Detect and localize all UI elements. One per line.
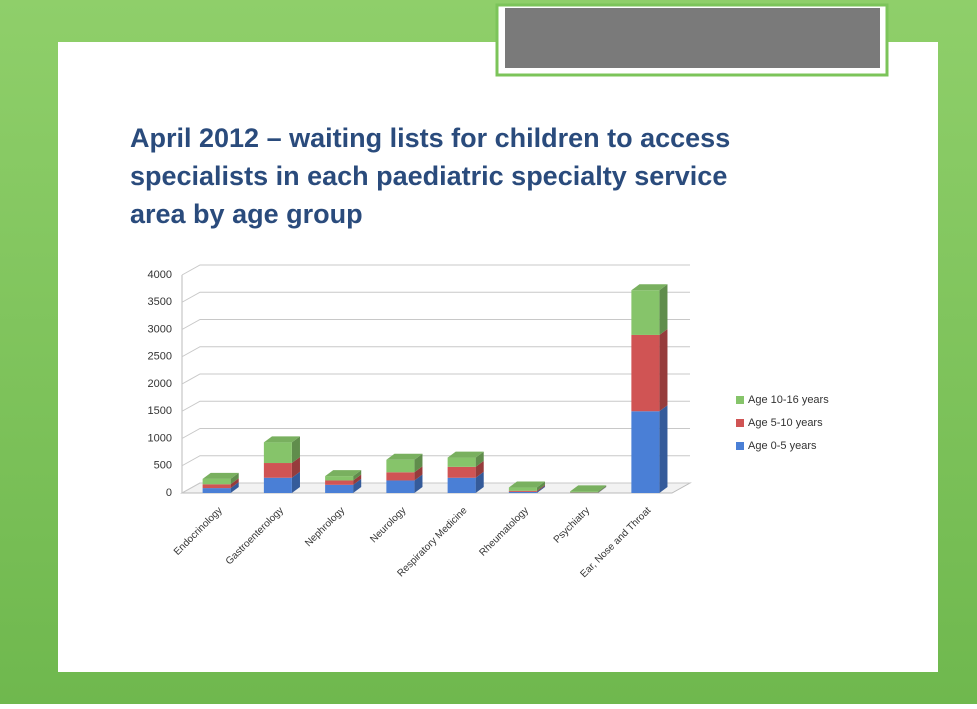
floor <box>182 483 690 493</box>
bar <box>570 491 598 492</box>
picture <box>505 8 880 68</box>
y-tick-label: 500 <box>154 460 172 472</box>
bar <box>509 492 537 493</box>
bar <box>509 488 537 491</box>
bar <box>386 480 414 493</box>
bar-side <box>659 284 667 335</box>
legend-swatch <box>736 396 744 404</box>
bar <box>448 458 476 467</box>
bar <box>203 484 231 488</box>
legend-label: Age 10-16 years <box>748 394 829 406</box>
y-tick-label: 1000 <box>148 432 172 444</box>
bar <box>264 463 292 478</box>
bar <box>203 479 231 484</box>
title-line: area by age group <box>130 199 363 229</box>
bar <box>325 476 353 480</box>
bar-side <box>659 405 667 493</box>
legend-swatch <box>736 419 744 427</box>
bar <box>448 478 476 493</box>
bar <box>386 460 414 473</box>
y-tick-label: 0 <box>166 487 172 499</box>
bar <box>203 488 231 493</box>
bar <box>631 335 659 411</box>
title-line: specialists in each paediatric specialty… <box>130 161 727 191</box>
y-tick-label: 1500 <box>148 405 172 417</box>
bar <box>631 290 659 335</box>
bar-side <box>659 329 667 411</box>
title-line: April 2012 – waiting lists for children … <box>130 123 730 153</box>
bar <box>631 411 659 493</box>
y-tick-label: 3000 <box>148 323 172 335</box>
y-tick-label: 2500 <box>148 351 172 363</box>
y-tick-label: 2000 <box>148 378 172 390</box>
bar <box>325 485 353 493</box>
bar <box>264 442 292 463</box>
y-tick-label: 3500 <box>148 296 172 308</box>
bar <box>386 472 414 480</box>
bar <box>509 491 537 492</box>
legend-label: Age 0-5 years <box>748 440 817 452</box>
bar <box>264 478 292 493</box>
legend-swatch <box>736 442 744 450</box>
legend-label: Age 5-10 years <box>748 417 823 429</box>
bar <box>448 467 476 478</box>
bar <box>325 480 353 484</box>
y-tick-label: 4000 <box>148 269 172 281</box>
